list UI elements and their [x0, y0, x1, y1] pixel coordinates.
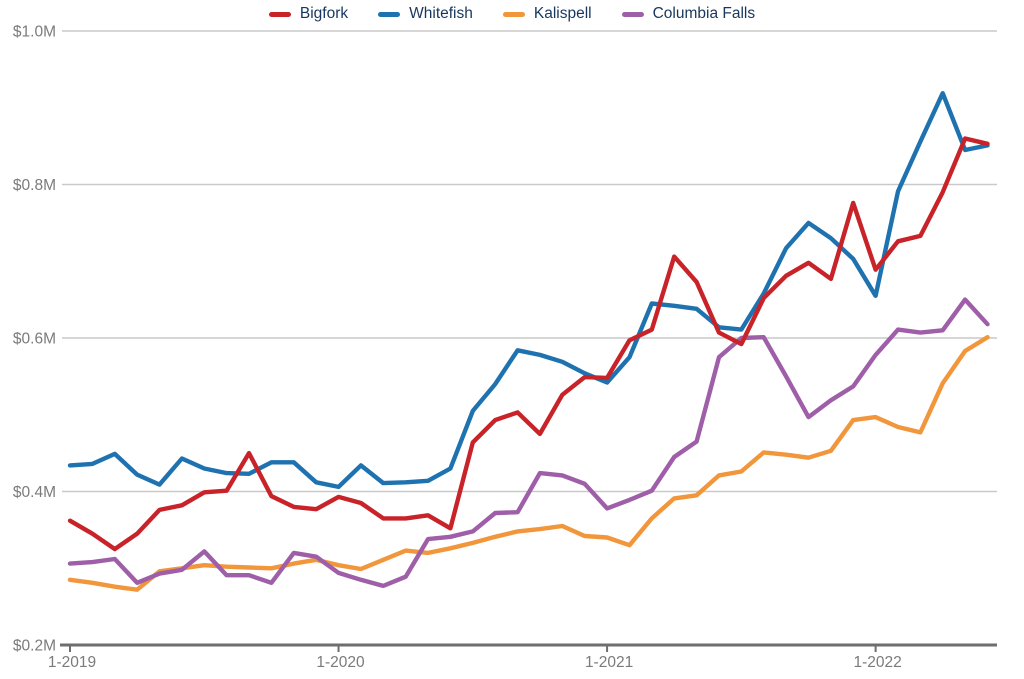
legend-item-bigfork[interactable]: Bigfork [268, 5, 349, 23]
legend-item-whitefish[interactable]: Whitefish [378, 5, 473, 23]
y-axis-label-$0.2M: $0.2M [13, 638, 56, 655]
chart-legend: Bigfork Whitefish Kalispell Columbia Falls [0, 5, 1024, 23]
legend-label-whitefish: Whitefish [409, 5, 473, 22]
y-axis-label-$1.0M: $1.0M [13, 24, 56, 41]
legend-label-columbia-falls: Columbia Falls [652, 5, 756, 22]
x-axis-label-1-2022: 1-2022 [853, 654, 901, 671]
legend-label-bigfork: Bigfork [299, 5, 349, 22]
legend-swatch-bigfork [268, 11, 291, 17]
legend-label-kalispell: Kalispell [533, 5, 592, 22]
legend-item-kalispell[interactable]: Kalispell [502, 5, 592, 23]
x-axis-label-1-2020: 1-2020 [316, 654, 365, 671]
series-line-columbia-falls [67, 297, 990, 589]
series-line-kalispell [67, 335, 990, 592]
legend-swatch-whitefish [378, 11, 401, 17]
y-axis-label-$0.4M: $0.4M [13, 484, 56, 501]
series-line-whitefish [67, 90, 990, 490]
y-axis-label-$0.8M: $0.8M [13, 177, 56, 194]
x-axis-label-1-2021: 1-2021 [585, 654, 633, 671]
y-axis-label-$0.6M: $0.6M [13, 331, 56, 348]
legend-item-columbia-falls[interactable]: Columbia Falls [621, 5, 756, 23]
series-line-bigfork [67, 136, 990, 552]
legend-swatch-columbia-falls [621, 11, 644, 17]
legend-swatch-kalispell [502, 11, 525, 17]
x-axis-label-1-2019: 1-2019 [48, 654, 96, 671]
